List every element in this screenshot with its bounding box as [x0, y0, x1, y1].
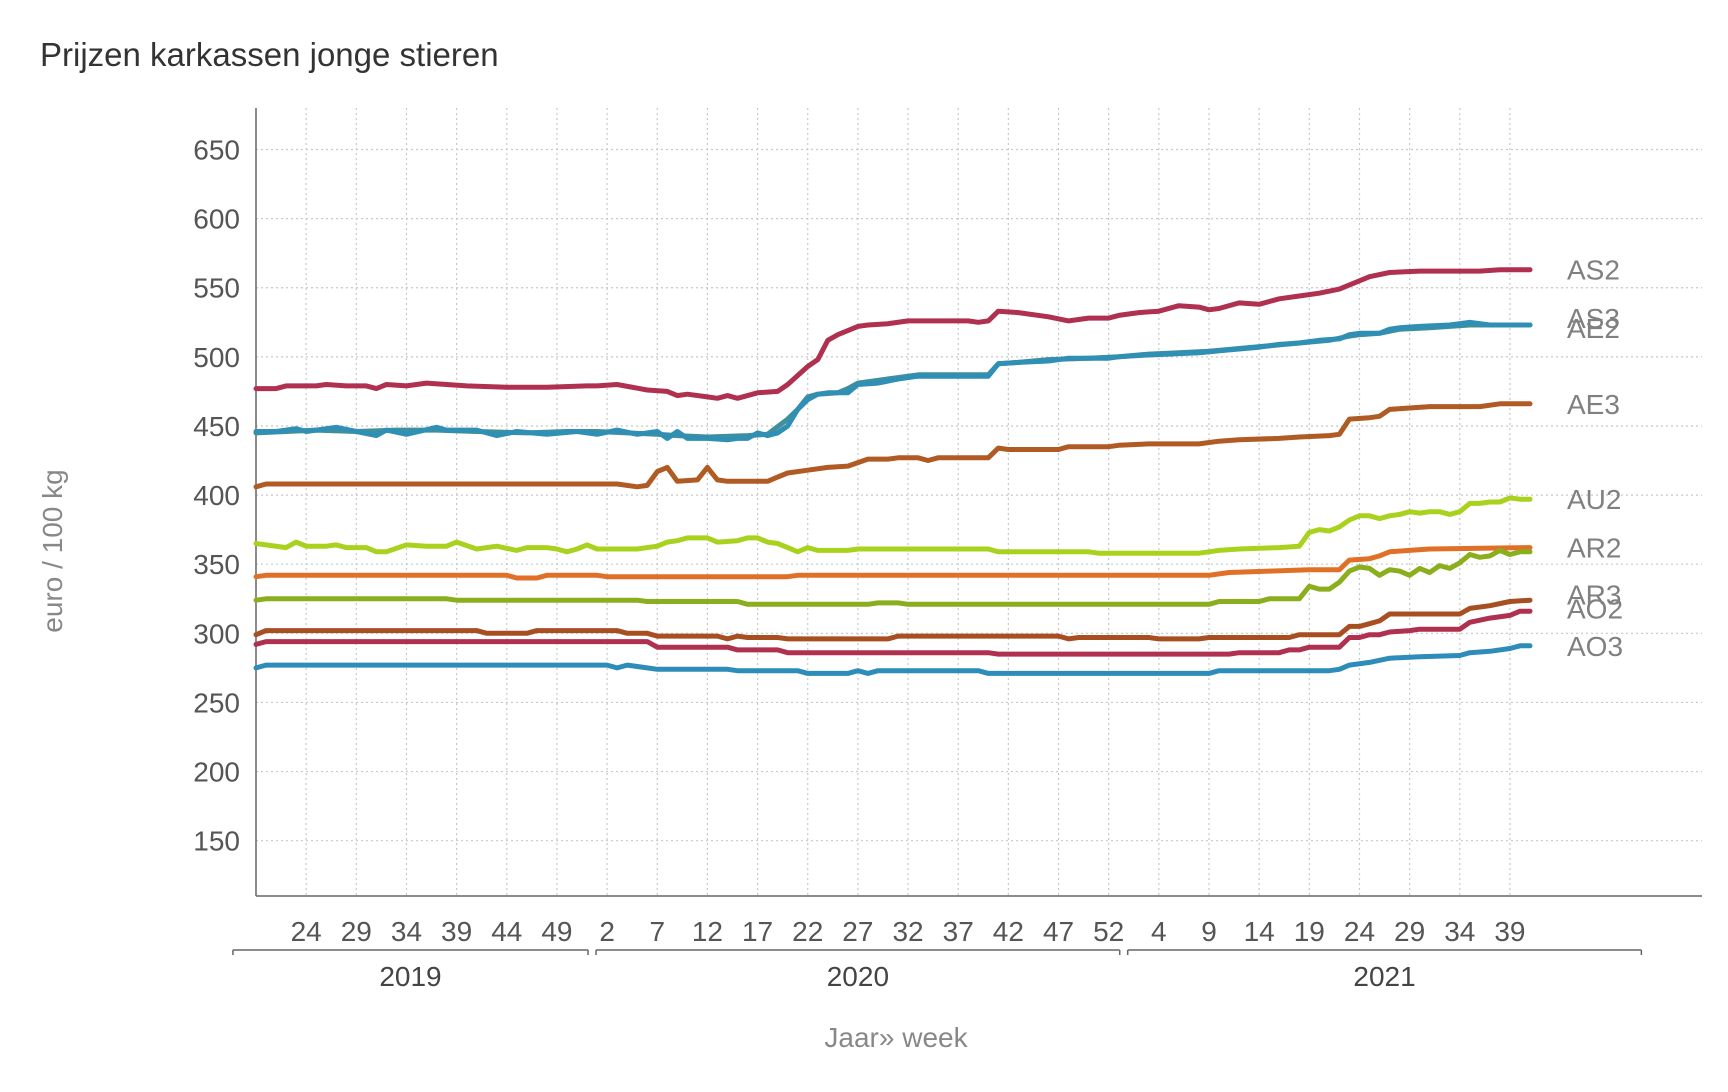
- y-tick-label: 600: [193, 204, 240, 235]
- series-label-au2: AU2: [1567, 484, 1621, 515]
- x-tick-label: 24: [1344, 916, 1375, 947]
- y-tick-label: 200: [193, 757, 240, 788]
- year-bracket: [232, 949, 589, 955]
- x-tick-label: 9: [1201, 916, 1217, 947]
- x-tick-label: 19: [1294, 916, 1325, 947]
- x-tick-label: 29: [1394, 916, 1425, 947]
- series-label-ao3: AO3: [1567, 631, 1623, 662]
- x-tick-label: 49: [541, 916, 572, 947]
- series-label-ar2: AR2: [1567, 533, 1621, 564]
- series-line-ao2: [253, 597, 1533, 642]
- y-tick-label: 550: [193, 273, 240, 304]
- x-tick-label: 47: [1043, 916, 1074, 947]
- x-tick-label: 39: [441, 916, 472, 947]
- series-line-au2: [253, 495, 1533, 556]
- year-bracket: [595, 949, 1121, 955]
- chart-title: Prijzen karkassen jonge stieren: [40, 36, 499, 73]
- y-tick-label: 150: [193, 826, 240, 857]
- series-line-ar2: [253, 545, 1533, 581]
- series-line-as2: [253, 267, 1533, 401]
- x-tick-label: 24: [291, 916, 322, 947]
- y-tick-label: 250: [193, 687, 240, 718]
- series-label-as3: AS3: [1567, 303, 1620, 334]
- x-tick-label: 27: [842, 916, 873, 947]
- y-tick-label: 650: [193, 134, 240, 165]
- series-line-as3: [253, 319, 1533, 443]
- series-line-ar3: [253, 547, 1533, 607]
- x-tick-label: 39: [1494, 916, 1525, 947]
- y-tick-label: 400: [193, 480, 240, 511]
- series-line-ao3: [253, 643, 1533, 676]
- x-tick-label: 37: [943, 916, 974, 947]
- y-tick-label: 450: [193, 411, 240, 442]
- series-label-ar3: AR3: [1567, 580, 1621, 611]
- y-tick-label: 300: [193, 618, 240, 649]
- x-tick-label: 4: [1151, 916, 1167, 947]
- x-tick-label: 29: [341, 916, 372, 947]
- x-tick-label: 17: [742, 916, 773, 947]
- x-tick-label: 34: [1444, 916, 1475, 947]
- x-tick-label: 22: [792, 916, 823, 947]
- y-axis-title: euro / 100 kg: [37, 469, 68, 632]
- x-tick-label: 12: [692, 916, 723, 947]
- series-label-ao2: AO2: [1567, 593, 1623, 624]
- x-tick-label: 52: [1093, 916, 1124, 947]
- series-line-ae3: [253, 401, 1533, 490]
- x-tick-label: 32: [892, 916, 923, 947]
- year-label: 2020: [827, 961, 889, 992]
- x-tick-label: 2: [599, 916, 615, 947]
- x-axis-title: Jaar» week: [824, 1022, 968, 1053]
- x-tick-label: 44: [491, 916, 522, 947]
- x-tick-label: 34: [391, 916, 422, 947]
- year-label: 2019: [379, 961, 441, 992]
- x-tick-label: 7: [649, 916, 665, 947]
- year-bracket: [1126, 949, 1643, 955]
- x-tick-label: 42: [993, 916, 1024, 947]
- grid: [256, 108, 1702, 896]
- y-tick-label: 500: [193, 342, 240, 373]
- series-lines: [253, 267, 1533, 676]
- year-label: 2021: [1353, 961, 1415, 992]
- series-label-as2: AS2: [1567, 255, 1620, 286]
- series-label-ae3: AE3: [1567, 389, 1620, 420]
- x-tick-label: 14: [1244, 916, 1275, 947]
- series-line-ao2-lower: [253, 608, 1533, 657]
- y-tick-label: 350: [193, 549, 240, 580]
- series-label-ae2: AE2: [1567, 313, 1620, 344]
